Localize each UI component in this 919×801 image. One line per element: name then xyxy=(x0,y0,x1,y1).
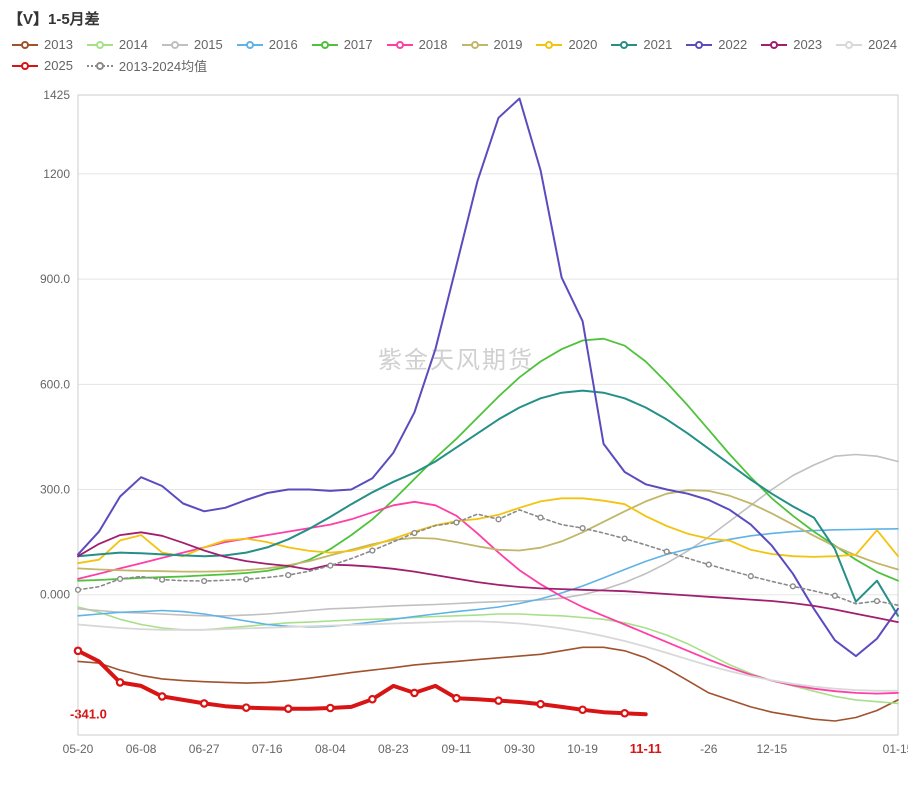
y-tick-label: 300.0 xyxy=(40,483,70,497)
legend-item-2018[interactable]: 2018 xyxy=(387,37,448,52)
x-tick-label: 09-30 xyxy=(504,742,535,756)
legend-swatch xyxy=(12,60,38,72)
y-tick-label: 1200 xyxy=(43,167,70,181)
legend-label: 2023 xyxy=(793,37,822,52)
legend-swatch xyxy=(87,60,113,72)
legend-swatch xyxy=(12,39,38,51)
legend-item-2021[interactable]: 2021 xyxy=(611,37,672,52)
legend-label: 2020 xyxy=(568,37,597,52)
legend-label: 2018 xyxy=(419,37,448,52)
x-tick-label: 12-15 xyxy=(756,742,787,756)
legend-label: 2013-2024均值 xyxy=(119,56,207,75)
legend-item-2017[interactable]: 2017 xyxy=(312,37,373,52)
x-tick-label: 09-11 xyxy=(442,742,472,756)
y-tick-label: 1425 xyxy=(43,88,70,102)
x-tick-label: 10-19 xyxy=(567,742,598,756)
legend-swatch xyxy=(836,39,862,51)
x-tick-label: 08-04 xyxy=(315,742,346,756)
legend-item-2022[interactable]: 2022 xyxy=(686,37,747,52)
legend-swatch xyxy=(536,39,562,51)
chart-area: -341.0 0.000 300.0 600.0 900.0 1200 1425 05-20 0… xyxy=(8,85,908,775)
y-tick-label: 900.0 xyxy=(40,272,70,286)
y-tick-label: 0.000 xyxy=(40,588,70,602)
x-tick-label: 11-11 xyxy=(630,741,662,756)
legend-swatch xyxy=(686,39,712,51)
legend-swatch xyxy=(761,39,787,51)
legend-swatch xyxy=(387,39,413,51)
legend-label: 2025 xyxy=(44,58,73,73)
legend-swatch xyxy=(312,39,338,51)
x-tick-label: -26 xyxy=(700,742,718,756)
legend-swatch xyxy=(237,39,263,51)
chart-title: 【V】1-5月差 xyxy=(8,8,911,29)
legend-swatch xyxy=(611,39,637,51)
x-tick-label: 07-16 xyxy=(252,742,283,756)
x-tick-label: 06-27 xyxy=(189,742,220,756)
legend-item-2016[interactable]: 2016 xyxy=(237,37,298,52)
legend-item-2023[interactable]: 2023 xyxy=(761,37,822,52)
legend-item-2013[interactable]: 2013 xyxy=(12,37,73,52)
legend-item-2015[interactable]: 2015 xyxy=(162,37,223,52)
legend-item-2019[interactable]: 2019 xyxy=(462,37,523,52)
legend-swatch xyxy=(162,39,188,51)
legend-swatch xyxy=(87,39,113,51)
legend-item-2024[interactable]: 2024 xyxy=(836,37,897,52)
y-tick-label: 600.0 xyxy=(40,377,70,391)
legend-label: 2014 xyxy=(119,37,148,52)
y-tick-label: -341.0 xyxy=(70,706,107,721)
legend-swatch xyxy=(462,39,488,51)
x-tick-label: 05-20 xyxy=(63,742,94,756)
legend-item-2014[interactable]: 2014 xyxy=(87,37,148,52)
x-tick-label: 08-23 xyxy=(378,742,409,756)
legend: 2013 2014 2015 2016 2017 2018 2019 2020 2021 2022… xyxy=(8,37,911,75)
x-tick-label: 01-15 xyxy=(883,742,908,756)
x-tick-label: 06-08 xyxy=(126,742,157,756)
legend-item-avg[interactable]: 2013-2024均值 xyxy=(87,56,207,75)
legend-label: 2022 xyxy=(718,37,747,52)
legend-label: 2015 xyxy=(194,37,223,52)
legend-label: 2016 xyxy=(269,37,298,52)
legend-label: 2019 xyxy=(494,37,523,52)
legend-label: 2013 xyxy=(44,37,73,52)
legend-item-2020[interactable]: 2020 xyxy=(536,37,597,52)
legend-label: 2021 xyxy=(643,37,672,52)
legend-label: 2017 xyxy=(344,37,373,52)
legend-label: 2024 xyxy=(868,37,897,52)
line-chart: -341.0 0.000 300.0 600.0 900.0 1200 1425 05-20 0… xyxy=(8,85,908,775)
legend-item-2025[interactable]: 2025 xyxy=(12,56,73,75)
